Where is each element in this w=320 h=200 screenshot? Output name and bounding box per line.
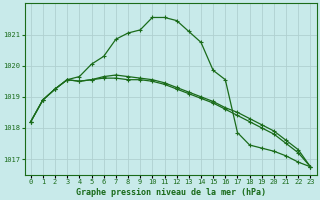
X-axis label: Graphe pression niveau de la mer (hPa): Graphe pression niveau de la mer (hPa) <box>76 188 266 197</box>
